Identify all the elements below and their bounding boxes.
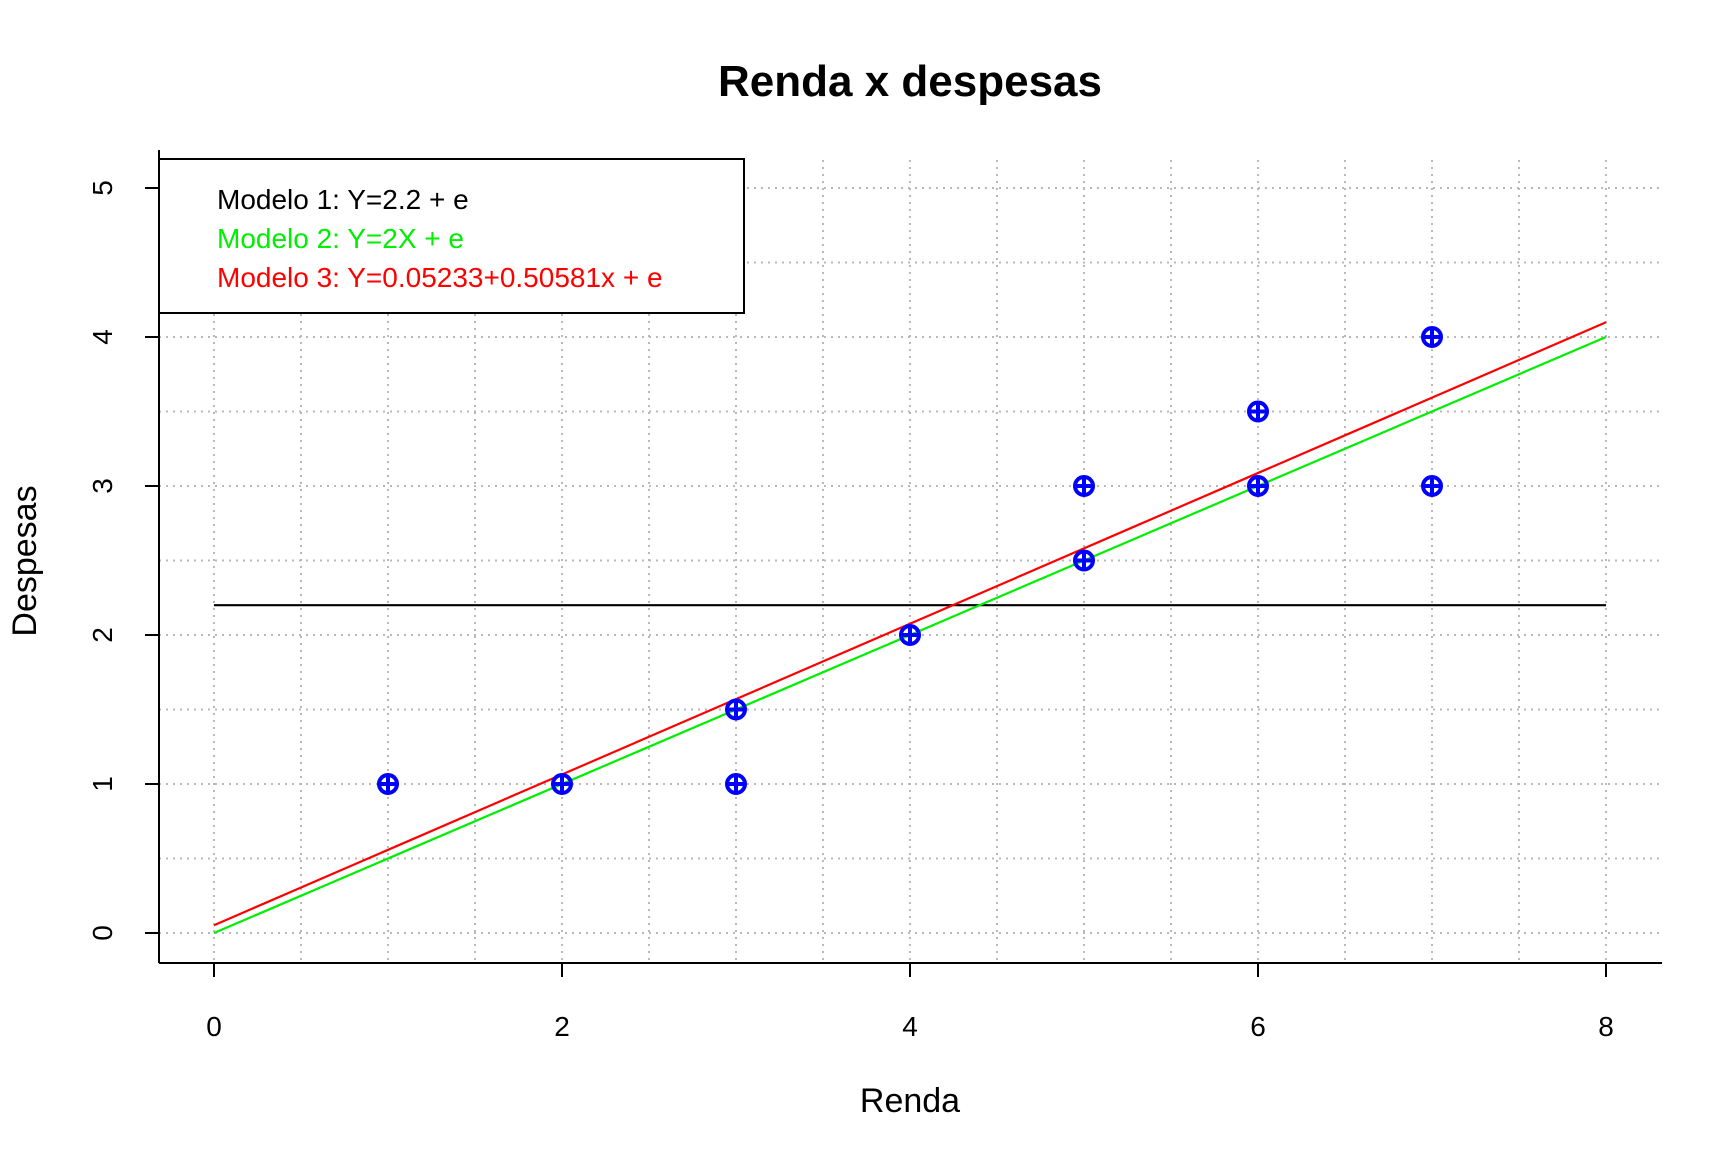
legend-entry-3: Modelo 3: Y=0.05233+0.50581x + e [217,262,663,293]
data-point [725,773,747,795]
x-tick-label: 8 [1598,1011,1614,1042]
legend-box [158,158,745,314]
y-tick-label: 1 [87,776,118,792]
chart-title: Renda x despesas [718,57,1102,106]
x-axis-label: Renda [860,1082,960,1120]
y-axis-label: Despesas [6,485,44,636]
data-point-circle [551,773,573,795]
data-point [1247,400,1269,423]
x-tick-label: 4 [902,1011,918,1042]
y-tick-label: 3 [87,478,118,494]
data-point [1073,549,1095,572]
y-tick-label: 4 [87,329,118,345]
data-point-circle [1073,475,1095,497]
data-point [725,698,747,721]
data-point [1073,475,1095,497]
legend-entry-1: Modelo 1: Y=2.2 + e [217,184,469,215]
data-point-circle [899,624,921,646]
data-point [551,773,573,795]
data-point-circle [1247,400,1269,423]
y-tick-label: 0 [87,925,118,941]
x-tick-label: 0 [206,1011,222,1042]
model-line-3 [213,321,1607,927]
data-point-circle [377,773,399,795]
data-point-circle [1073,549,1095,572]
data-point-circle [1421,475,1443,497]
data-point [1421,475,1443,497]
data-point-circle [725,698,747,721]
x-tick-label: 2 [554,1011,570,1042]
legend: Modelo 1: Y=2.2 + e Modelo 2: Y=2X + e Mod… [158,158,745,314]
legend-entry-2: Modelo 2: Y=2X + e [217,223,464,254]
y-tick-label: 2 [87,627,118,643]
data-points [377,326,1443,795]
y-tick-label: 5 [87,180,118,196]
x-tick-label: 6 [1250,1011,1266,1042]
data-point [1247,475,1269,497]
data-point-circle [1247,475,1269,497]
data-point-circle [725,773,747,795]
data-point [899,624,921,646]
data-point [377,773,399,795]
data-point-circle [1421,326,1443,348]
data-point [1421,326,1443,348]
